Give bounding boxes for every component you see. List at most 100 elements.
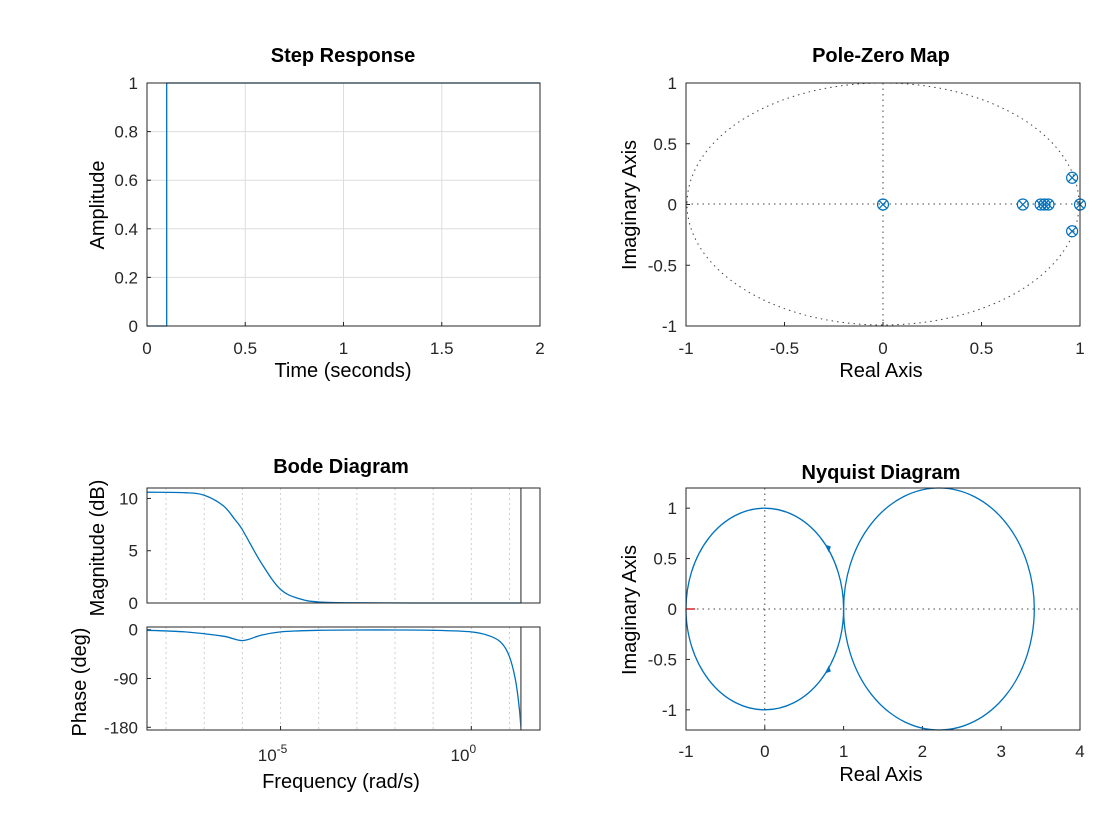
zero-marker-circle [1034,198,1047,211]
bode-xtick-base: 10 [258,746,277,765]
nyquist-ytick-label: 0 [668,600,677,619]
pole-zero-xtick-label: -1 [678,339,693,358]
pole-zero-xtick-label: 1 [1075,339,1084,358]
step-response-ytick-label: 0.4 [114,220,138,239]
pole-zero-xticks: -1 -0.5 0 0.5 1 [678,322,1085,358]
pole-marker-cross [1067,173,1077,182]
nyquist-direction-arrow [824,665,831,674]
step-response-ytick-label: 1 [129,74,138,93]
pole-zero-ylabel: Imaginary Axis [619,140,641,270]
nyquist-axes-box [685,487,1081,731]
pole-zero-markers [876,171,1087,238]
pole-zero-xtick-label: -0.5 [770,339,799,358]
pole-zero-marker [876,198,890,211]
nyquist-title: Nyquist Diagram [802,462,961,484]
nyquist-yticks: -1 -0.5 0 0.5 1 [648,499,690,720]
pole-zero-marker [1042,198,1055,211]
nyquist-xtick-label: 0 [760,742,769,761]
bode-phase-axes-box [146,626,541,731]
bode-title: Bode Diagram [273,456,409,478]
nyquist-arrows [824,544,831,674]
pole-zero-xlabel: Real Axis [839,360,922,382]
step-response-xtick-label: 1.5 [430,339,454,358]
nyquist-xticks: -1 0 1 2 3 4 [678,726,1085,761]
bode-chart: Bode Diagram Frequency (rad/s) Magnitude… [69,456,541,793]
step-response-xtick-label: 2 [535,339,544,358]
bode-xlabel: Frequency (rad/s) [262,771,420,793]
bode-xticks: 10-5 100 [258,726,477,765]
step-response-axes-box [146,82,541,327]
nyquist-xtick-label: 1 [839,742,848,761]
nyquist-xlabel: Real Axis [839,764,922,786]
step-response-xtick-label: 0 [142,339,151,358]
zero-marker-circle [1038,198,1051,211]
nyquist-chart: Nyquist Diagram Real Axis Imaginary Axis… [619,462,1085,786]
bode-magnitude-ytick-label: 10 [119,489,138,508]
nyquist-ytick-label: -1 [662,701,677,720]
step-response-title: Step Response [271,45,415,67]
bode-xtick-label: 100 [451,742,477,765]
step-response-xlabel: Time (seconds) [274,360,411,382]
bode-xtick-exponent: -5 [277,742,288,756]
pole-marker-cross [1044,200,1053,209]
zero-marker-circle [1016,198,1029,211]
bode-magnitude-ylabel: Magnitude (dB) [87,480,109,617]
nyquist-xtick-label: 3 [996,742,1005,761]
pole-marker-cross [878,200,888,209]
pole-marker-cross [1018,200,1028,209]
pole-zero-ytick-label: 0.5 [653,135,677,154]
step-response-yticks: 0 0.2 0.4 0.6 0.8 1 [114,74,151,336]
zero-marker-circle [876,198,890,211]
pole-zero-ytick-label: -1 [662,317,677,336]
bode-phase-line [146,629,522,728]
pole-zero-marker [1016,198,1029,211]
bode-magnitude-ytick-label: 5 [129,542,138,561]
bode-phase-ytick-label: 0 [129,621,138,640]
bode-phase-ylabel: Phase (deg) [69,628,91,737]
pole-zero-marker [1066,225,1079,238]
nyquist-xtick-label: 2 [918,742,927,761]
nyquist-xtick-label: -1 [678,742,693,761]
pole-zero-chart: Pole-Zero Map Real Axis Imaginary Axis -… [619,45,1087,382]
zero-marker-circle [1066,225,1079,238]
bode-magnitude-axes-box [146,487,541,604]
pole-zero-xtick-label: 0.5 [970,339,994,358]
step-response-ytick-label: 0 [129,317,138,336]
nyquist-ytick-label: -0.5 [648,650,677,669]
pole-zero-marker [1066,171,1079,184]
pole-zero-ytick-label: -0.5 [648,256,677,275]
nyquist-ylabel: Imaginary Axis [619,545,641,675]
pole-zero-marker [1038,198,1051,211]
bode-phase-yticks: -180 -90 0 [104,621,151,737]
bode-xtick-exponent: 0 [469,742,476,756]
zero-marker-circle [1042,198,1055,211]
step-response-ytick-label: 0.8 [114,123,138,142]
bode-magnitude-ytick-label: 0 [129,594,138,613]
step-response-chart: Step Response Time (seconds) Amplitude 0… [87,45,545,382]
nyquist-xtick-label: 4 [1075,742,1084,761]
pole-zero-axes-box [685,82,1081,327]
bode-xtick-base: 10 [451,746,470,765]
step-response-ylabel: Amplitude [87,161,109,250]
step-response-ytick-label: 0.6 [114,171,138,190]
bode-phase-ytick-label: -90 [113,670,138,689]
bode-xtick-label: 10-5 [258,742,288,765]
pole-marker-cross [1040,200,1049,209]
nyquist-ytick-label: 0.5 [653,550,677,569]
zero-marker-circle [1066,171,1079,184]
nyquist-direction-arrow [824,544,831,553]
pole-zero-xtick-label: 0 [878,339,887,358]
step-response-xtick-label: 0.5 [233,339,257,358]
pole-marker-cross [1067,227,1077,236]
bode-grid [165,488,510,730]
pole-zero-ytick-label: 1 [668,74,677,93]
nyquist-ytick-label: 1 [668,499,677,518]
pole-zero-ytick-label: 0 [668,196,677,215]
pole-zero-title: Pole-Zero Map [812,45,950,67]
step-response-ytick-label: 0.2 [114,268,138,287]
step-response-xtick-label: 1 [339,339,348,358]
pole-zero-yticks: -1 -0.5 0 0.5 1 [648,74,690,336]
bode-phase-ytick-label: -180 [104,718,138,737]
